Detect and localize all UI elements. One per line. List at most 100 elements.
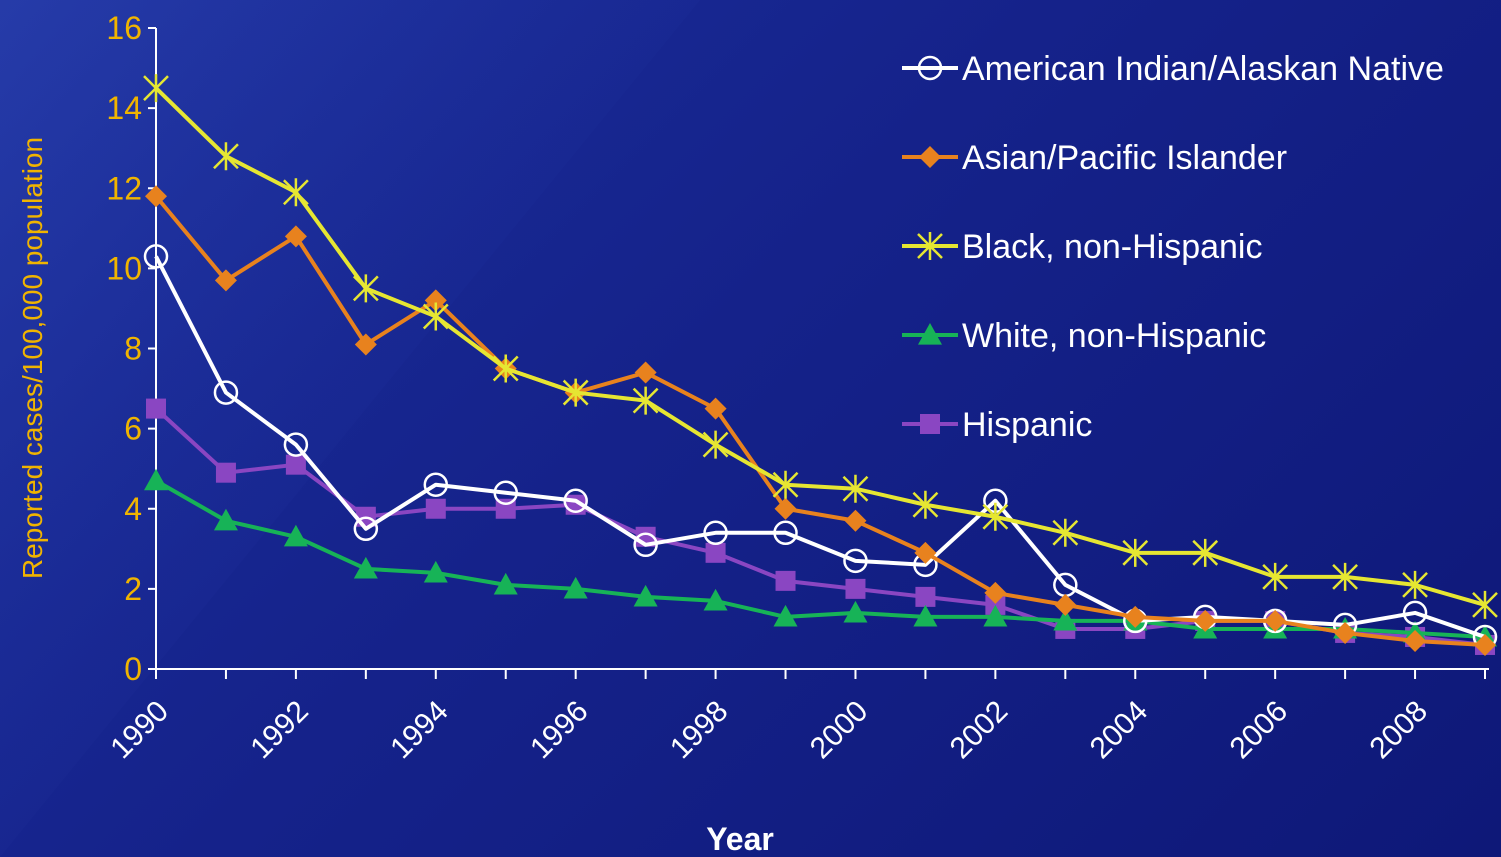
data-point-diamond xyxy=(984,581,1007,604)
x-tick-label: 2000 xyxy=(804,695,875,766)
legend-label: Hispanic xyxy=(962,406,1092,444)
x-tick-label: 1996 xyxy=(524,695,595,766)
y-tick-label: 12 xyxy=(106,170,142,206)
data-point-triangle xyxy=(633,584,658,607)
data-point-star xyxy=(213,142,239,171)
data-point-star xyxy=(1052,518,1079,547)
series-white-non-hispanic xyxy=(144,468,1497,647)
data-point-circle xyxy=(283,432,309,457)
data-point-circle xyxy=(703,520,728,546)
y-tick-label: 10 xyxy=(106,250,142,286)
background-sheen xyxy=(0,0,700,857)
data-point-square xyxy=(775,570,796,591)
data-point-circle xyxy=(213,380,239,405)
data-point-diamond xyxy=(1194,609,1217,632)
y-tick-label: 2 xyxy=(124,571,142,607)
data-point-triangle xyxy=(703,588,728,611)
data-point-star xyxy=(1472,590,1498,619)
data-point-star xyxy=(352,274,379,303)
data-point-diamond xyxy=(145,185,167,208)
data-point-circle xyxy=(917,55,943,81)
series-line xyxy=(154,86,1486,607)
x-tick-label: 1992 xyxy=(244,695,315,766)
y-tick-label: 8 xyxy=(124,331,142,367)
series-line xyxy=(155,478,1486,639)
data-point-circle xyxy=(493,480,518,505)
data-point-triangle xyxy=(913,604,938,627)
data-point-star xyxy=(917,232,943,260)
x-axis-label: Year xyxy=(706,821,774,857)
data-point-diamond xyxy=(1124,605,1147,628)
x-tick-label: 1994 xyxy=(384,695,455,766)
data-point-triangle xyxy=(563,576,588,599)
data-point-star xyxy=(1402,570,1428,599)
y-axis-label: Reported cases/100,000 population xyxy=(17,137,48,579)
y-tick-label: 0 xyxy=(124,651,142,687)
legend-item: White, non-Hispanic xyxy=(902,317,1266,355)
data-point-circle xyxy=(843,548,868,574)
legend-label: White, non-Hispanic xyxy=(962,317,1266,355)
legend-label: Asian/Pacific Islander xyxy=(962,139,1287,177)
data-point-circle xyxy=(353,516,379,542)
data-point-diamond xyxy=(914,541,937,564)
data-point-star xyxy=(1122,538,1149,567)
data-point-star xyxy=(562,378,589,407)
data-point-circle xyxy=(423,472,449,497)
data-point-triangle xyxy=(353,556,378,579)
data-point-triangle xyxy=(843,600,868,623)
x-tick-label: 2004 xyxy=(1084,695,1155,766)
data-point-diamond xyxy=(424,289,447,312)
legend-label: American Indian/Alaskan Native xyxy=(962,50,1444,88)
x-tick-label: 1998 xyxy=(664,695,735,766)
legend-item: Asian/Pacific Islander xyxy=(902,139,1287,177)
data-point-triangle xyxy=(918,323,942,345)
data-point-diamond xyxy=(1474,633,1496,656)
data-point-star xyxy=(772,470,799,499)
data-point-circle xyxy=(633,532,658,558)
data-point-triangle xyxy=(144,468,168,491)
data-point-diamond xyxy=(1404,629,1427,652)
x-tick-label: 2002 xyxy=(944,695,1015,766)
legend-item: Hispanic xyxy=(902,406,1092,444)
data-point-diamond xyxy=(844,509,867,532)
data-point-diamond xyxy=(704,397,727,420)
data-point-star xyxy=(982,502,1009,531)
data-point-circle xyxy=(143,244,169,269)
data-point-square xyxy=(425,498,446,519)
data-point-triangle xyxy=(493,572,518,595)
data-point-square xyxy=(915,586,936,607)
legend-item: American Indian/Alaskan Native xyxy=(902,50,1444,88)
data-point-square xyxy=(146,398,166,419)
data-point-triangle xyxy=(213,508,238,531)
data-point-square xyxy=(215,462,236,483)
data-point-triangle xyxy=(983,604,1008,627)
series-asian-pacific-islander xyxy=(145,185,1496,656)
data-point-square xyxy=(705,542,726,563)
data-point-diamond xyxy=(919,146,941,168)
series-layer xyxy=(143,74,1498,656)
data-point-circle xyxy=(563,488,588,513)
data-point-triangle xyxy=(423,560,448,583)
data-point-diamond xyxy=(634,361,657,384)
series-black-non-hispanic xyxy=(143,74,1498,619)
data-point-triangle xyxy=(773,604,798,627)
data-point-square xyxy=(985,594,1006,615)
series-line xyxy=(154,194,1486,647)
data-point-star xyxy=(1192,538,1219,567)
data-point-star xyxy=(1332,562,1358,591)
data-point-star xyxy=(492,354,519,383)
data-point-star xyxy=(632,386,659,415)
x-tick-label: 2008 xyxy=(1363,695,1434,766)
data-point-star xyxy=(842,474,869,503)
data-point-star xyxy=(143,74,169,103)
y-tick-label: 6 xyxy=(124,411,142,447)
data-point-square xyxy=(845,578,866,599)
data-point-star xyxy=(1262,562,1289,591)
legend: American Indian/Alaskan Native Asian/Paci… xyxy=(902,50,1444,444)
data-point-triangle xyxy=(1053,608,1078,631)
data-point-square xyxy=(285,454,306,475)
data-point-diamond xyxy=(1334,621,1357,644)
legend-item: Black, non-Hispanic xyxy=(902,228,1262,266)
y-tick-label: 4 xyxy=(124,491,142,527)
